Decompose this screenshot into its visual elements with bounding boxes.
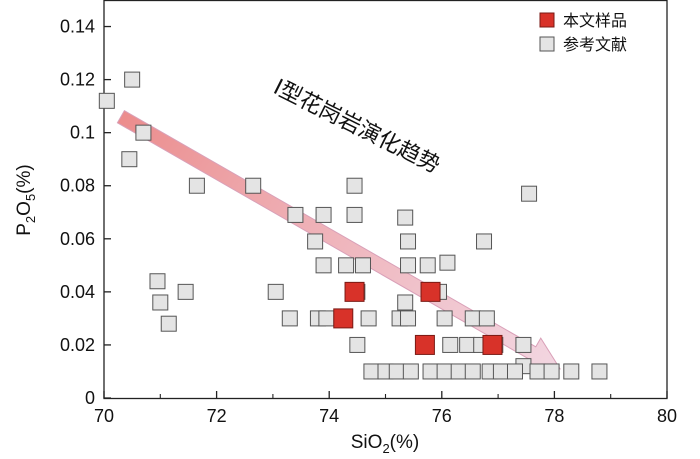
reference-point	[354, 257, 371, 274]
reference-point	[436, 363, 453, 380]
reference-point	[245, 177, 262, 194]
y-tick-label: 0.12	[60, 70, 95, 90]
reference-point	[402, 363, 419, 380]
reference-point	[529, 363, 546, 380]
reference-point	[346, 177, 363, 194]
reference-point	[152, 294, 169, 311]
reference-point	[121, 151, 138, 168]
reference-point	[363, 363, 380, 380]
reference-point	[450, 363, 467, 380]
x-tick-label: 78	[544, 406, 564, 426]
reference-point	[419, 257, 436, 274]
reference-point	[563, 363, 580, 380]
y-tick-label: 0.08	[60, 176, 95, 196]
reference-point	[360, 310, 377, 327]
reference-point	[400, 233, 417, 250]
reference-point	[397, 294, 414, 311]
sample-point	[344, 281, 365, 302]
y-tick-label: 0.04	[60, 282, 95, 302]
reference-point	[492, 363, 509, 380]
reference-point	[464, 363, 481, 380]
sample-point	[420, 281, 441, 302]
reference-point	[591, 363, 608, 380]
reference-point	[124, 71, 141, 88]
legend-label-samples: 本文样品	[563, 11, 627, 30]
legend-swatch-references	[539, 36, 555, 52]
x-axis: 70 72 74 76 78 80	[94, 391, 677, 426]
plot-frame	[103, 0, 668, 400]
reference-point	[459, 336, 476, 353]
legend: 本文样品 参考文献	[539, 11, 627, 54]
reference-point	[315, 257, 332, 274]
reference-point	[397, 209, 414, 226]
reference-point	[281, 310, 298, 327]
reference-point	[439, 254, 456, 271]
x-tick-label: 80	[657, 406, 677, 426]
reference-point	[400, 310, 417, 327]
reference-point	[188, 177, 205, 194]
reference-point	[346, 206, 363, 223]
reference-point	[388, 363, 405, 380]
reference-point	[476, 233, 493, 250]
reference-point	[400, 257, 417, 274]
sample-point	[333, 308, 354, 329]
reference-point	[149, 273, 166, 290]
y-tick-label: 0.1	[70, 123, 95, 143]
y-tick-label: 0.06	[60, 229, 95, 249]
x-tick-label: 70	[94, 406, 114, 426]
reference-point	[338, 257, 355, 274]
reference-point	[422, 363, 439, 380]
reference-point	[506, 363, 523, 380]
reference-point	[521, 185, 538, 202]
x-tick-label: 74	[319, 406, 339, 426]
x-tick-label: 76	[432, 406, 452, 426]
data-points	[98, 71, 608, 380]
reference-point	[478, 310, 495, 327]
y-axis-title: P2O5(%)	[14, 164, 38, 236]
reference-point	[177, 283, 194, 300]
reference-point	[318, 310, 335, 327]
reference-point	[315, 206, 332, 223]
legend-label-references: 参考文献	[563, 35, 627, 54]
reference-point	[464, 310, 481, 327]
reference-point	[287, 206, 304, 223]
reference-point	[98, 92, 115, 109]
y-tick-label: 0.02	[60, 335, 95, 355]
sample-point	[414, 334, 435, 355]
reference-point	[543, 363, 560, 380]
reference-point	[349, 336, 366, 353]
trend-annotation: I型花岗岩演化趋势	[269, 75, 443, 179]
y-tick-label: 0.14	[60, 17, 95, 37]
reference-point	[160, 315, 177, 332]
reference-point	[442, 336, 459, 353]
reference-point	[267, 283, 284, 300]
reference-point	[436, 310, 453, 327]
legend-swatch-samples	[539, 12, 555, 28]
reference-point	[515, 336, 532, 353]
x-tick-label: 72	[207, 406, 227, 426]
x-axis-title: SiO2(%)	[351, 432, 419, 456]
y-tick-label: 0	[85, 388, 95, 408]
sample-point	[482, 334, 503, 355]
reference-point	[135, 124, 152, 141]
y-axis: 0 0.02 0.04 0.06 0.08 0.1 0.12 0.14	[60, 17, 111, 408]
reference-point	[307, 233, 324, 250]
